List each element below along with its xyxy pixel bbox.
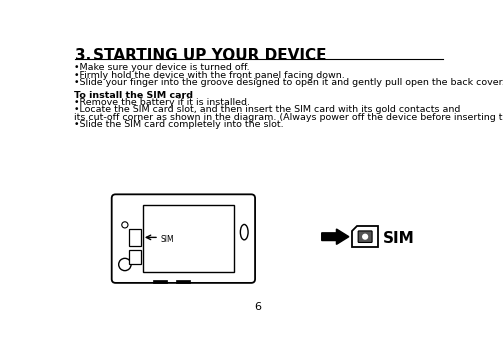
Circle shape [119, 258, 131, 270]
Bar [153, 280, 166, 283]
Text: 3.: 3. [74, 48, 91, 63]
Text: SIM: SIM [383, 231, 414, 246]
FancyArrow shape [322, 229, 349, 244]
Ellipse shape [240, 224, 248, 240]
Bar [129, 229, 141, 246]
Circle shape [362, 233, 368, 240]
Text: •Slide the SIM card completely into the slot.: •Slide the SIM card completely into the … [74, 120, 284, 129]
Text: •Make sure your device is turned off.: •Make sure your device is turned off. [74, 64, 250, 73]
Circle shape [122, 222, 128, 228]
Bar [129, 250, 141, 263]
Text: STARTING UP YOUR DEVICE: STARTING UP YOUR DEVICE [93, 48, 326, 63]
Text: 6: 6 [254, 302, 261, 312]
Text: •Firmly hold the device with the front panel facing down.: •Firmly hold the device with the front p… [74, 71, 345, 80]
Text: •Locate the SIM card slot, and then insert the SIM card with its gold contacts a: •Locate the SIM card slot, and then inse… [74, 105, 461, 114]
Polygon shape [352, 226, 378, 247]
FancyBboxPatch shape [112, 194, 255, 283]
Text: •Remove the battery if it is installed.: •Remove the battery if it is installed. [74, 98, 250, 107]
Text: To install the SIM card: To install the SIM card [74, 91, 194, 100]
Text: •Slide your finger into the groove designed to open it and gently pull open the : •Slide your finger into the groove desig… [74, 78, 503, 87]
Bar [176, 280, 190, 283]
FancyBboxPatch shape [358, 231, 372, 243]
Bar [143, 205, 234, 272]
Text: SIM: SIM [160, 235, 174, 244]
Text: its cut-off corner as shown in the diagram. (Always power off the device before : its cut-off corner as shown in the diagr… [74, 113, 503, 122]
